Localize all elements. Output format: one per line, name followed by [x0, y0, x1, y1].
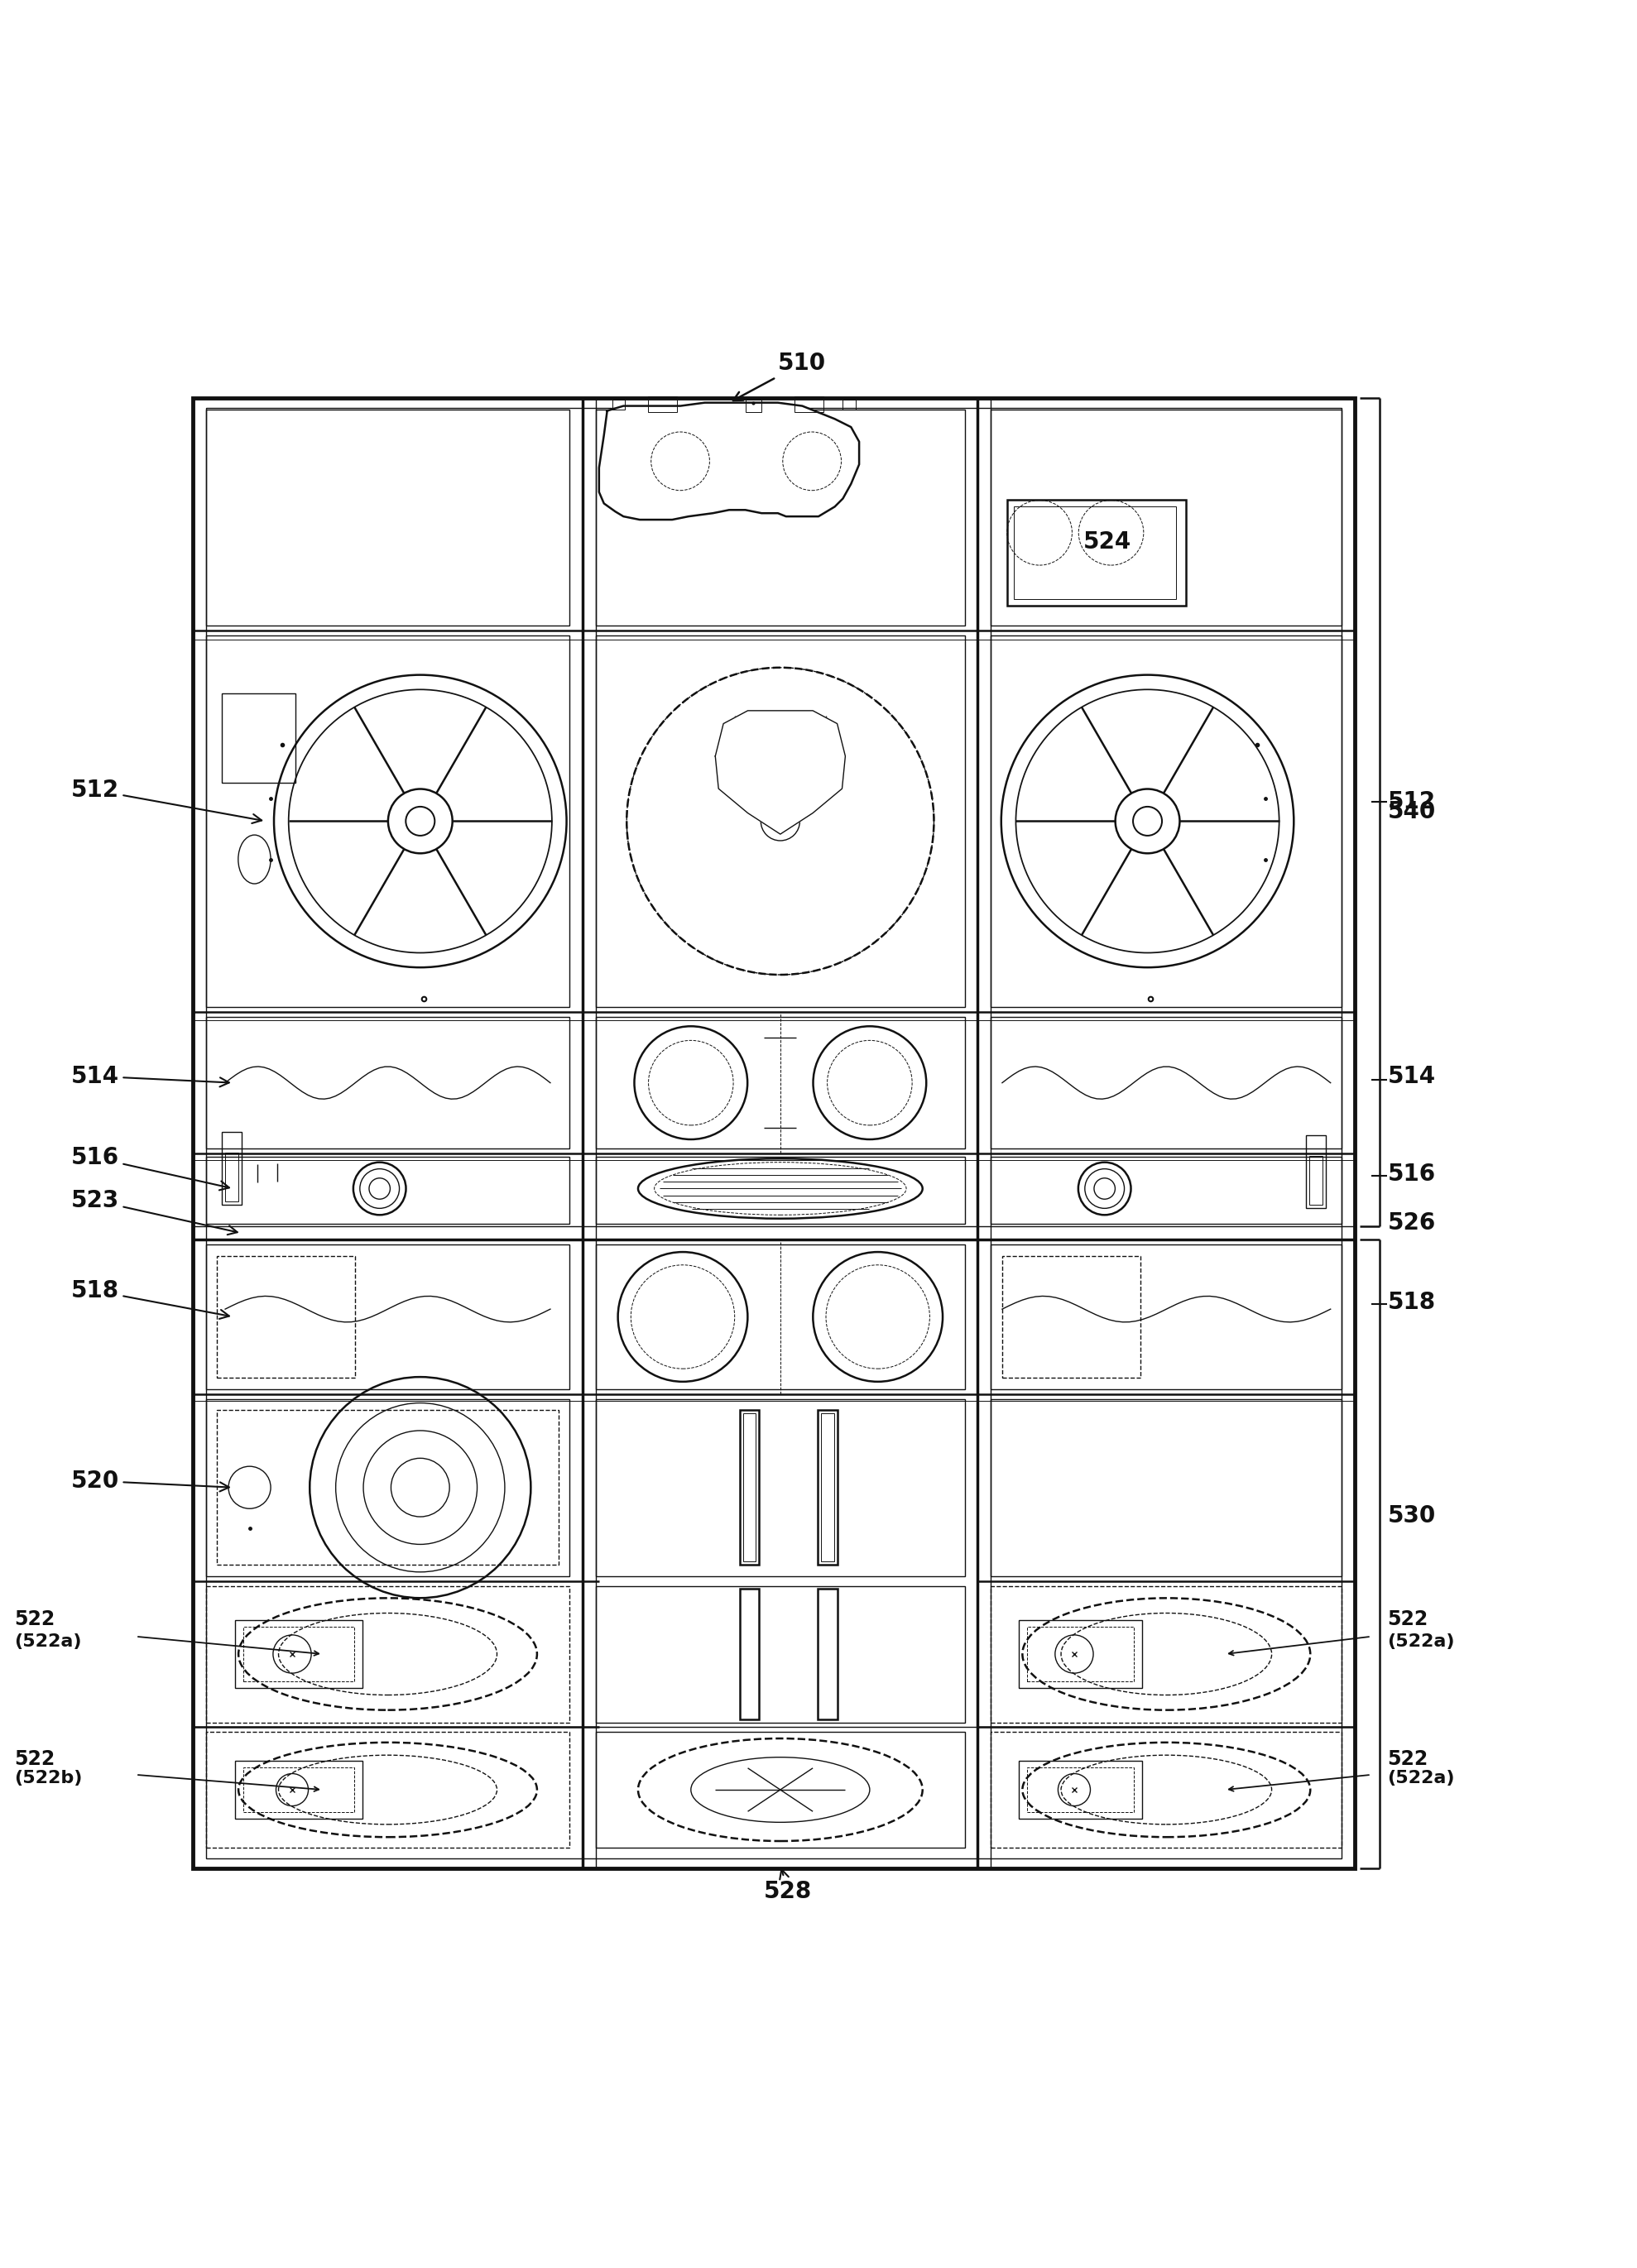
Text: (522b): (522b): [13, 1771, 82, 1787]
Text: 522: 522: [1388, 1749, 1427, 1769]
Bar: [1310, 1157, 1323, 1204]
Bar: [206, 1016, 570, 1148]
Bar: [596, 635, 964, 1007]
Text: 512: 512: [1388, 789, 1436, 814]
Bar: [596, 1016, 964, 1148]
Bar: [818, 1411, 837, 1565]
Bar: [1018, 1619, 1141, 1687]
Bar: [226, 1152, 239, 1202]
Bar: [1026, 1767, 1134, 1812]
Text: 526: 526: [1388, 1211, 1436, 1234]
Bar: [1007, 501, 1185, 606]
Bar: [206, 408, 570, 626]
Text: 516: 516: [1388, 1161, 1436, 1186]
Bar: [648, 397, 678, 413]
Text: 514: 514: [1388, 1064, 1436, 1089]
Bar: [596, 1399, 964, 1576]
Bar: [990, 1245, 1342, 1390]
Bar: [990, 1016, 1342, 1148]
Bar: [596, 408, 964, 626]
Bar: [1306, 1136, 1326, 1209]
Bar: [990, 408, 1342, 626]
Text: 518: 518: [1388, 1290, 1436, 1313]
Bar: [223, 1132, 241, 1204]
Text: (522a): (522a): [1388, 1771, 1455, 1787]
Text: 530: 530: [1388, 1504, 1436, 1529]
Bar: [990, 1733, 1342, 1848]
Bar: [743, 1413, 756, 1560]
Bar: [843, 399, 856, 408]
Bar: [206, 635, 570, 1007]
Text: 510: 510: [733, 352, 827, 401]
Bar: [218, 1256, 355, 1377]
Text: 520: 520: [70, 1470, 229, 1492]
Bar: [740, 1590, 760, 1719]
Bar: [990, 635, 1342, 1007]
Bar: [740, 1411, 760, 1565]
Bar: [206, 408, 1342, 1860]
Bar: [596, 1245, 964, 1390]
Text: 516: 516: [70, 1145, 229, 1191]
Bar: [794, 397, 823, 413]
Bar: [1013, 506, 1175, 599]
Bar: [206, 1585, 570, 1721]
Polygon shape: [599, 404, 859, 519]
Bar: [596, 1585, 964, 1721]
Bar: [206, 1399, 570, 1576]
Text: 522: 522: [13, 1749, 54, 1769]
Bar: [242, 1767, 354, 1812]
Bar: [206, 1733, 570, 1848]
Polygon shape: [715, 710, 845, 835]
Text: 518: 518: [70, 1279, 229, 1320]
Bar: [223, 694, 295, 782]
Bar: [206, 1245, 570, 1390]
Text: 540: 540: [1388, 801, 1436, 823]
Bar: [745, 399, 761, 413]
Bar: [1026, 1626, 1134, 1681]
Bar: [193, 397, 1355, 1869]
Bar: [612, 399, 625, 408]
Bar: [234, 1619, 362, 1687]
Bar: [218, 1411, 558, 1565]
Text: 528: 528: [764, 1869, 812, 1903]
Bar: [1018, 1760, 1141, 1819]
Bar: [990, 1157, 1342, 1222]
Bar: [1002, 1256, 1141, 1377]
Bar: [206, 1157, 570, 1222]
Text: 514: 514: [70, 1064, 229, 1089]
Text: 524: 524: [1084, 531, 1131, 553]
Bar: [596, 1157, 964, 1222]
Bar: [234, 1760, 362, 1819]
Text: 523: 523: [70, 1188, 237, 1234]
Text: 522: 522: [13, 1608, 54, 1628]
Text: (522a): (522a): [1388, 1633, 1455, 1651]
Bar: [596, 1733, 964, 1848]
Text: 512: 512: [70, 778, 262, 823]
Bar: [990, 1585, 1342, 1721]
Bar: [820, 1413, 833, 1560]
Text: 522: 522: [1388, 1608, 1427, 1628]
Text: (522a): (522a): [13, 1633, 82, 1651]
Bar: [242, 1626, 354, 1681]
Bar: [990, 1399, 1342, 1576]
Bar: [818, 1590, 837, 1719]
